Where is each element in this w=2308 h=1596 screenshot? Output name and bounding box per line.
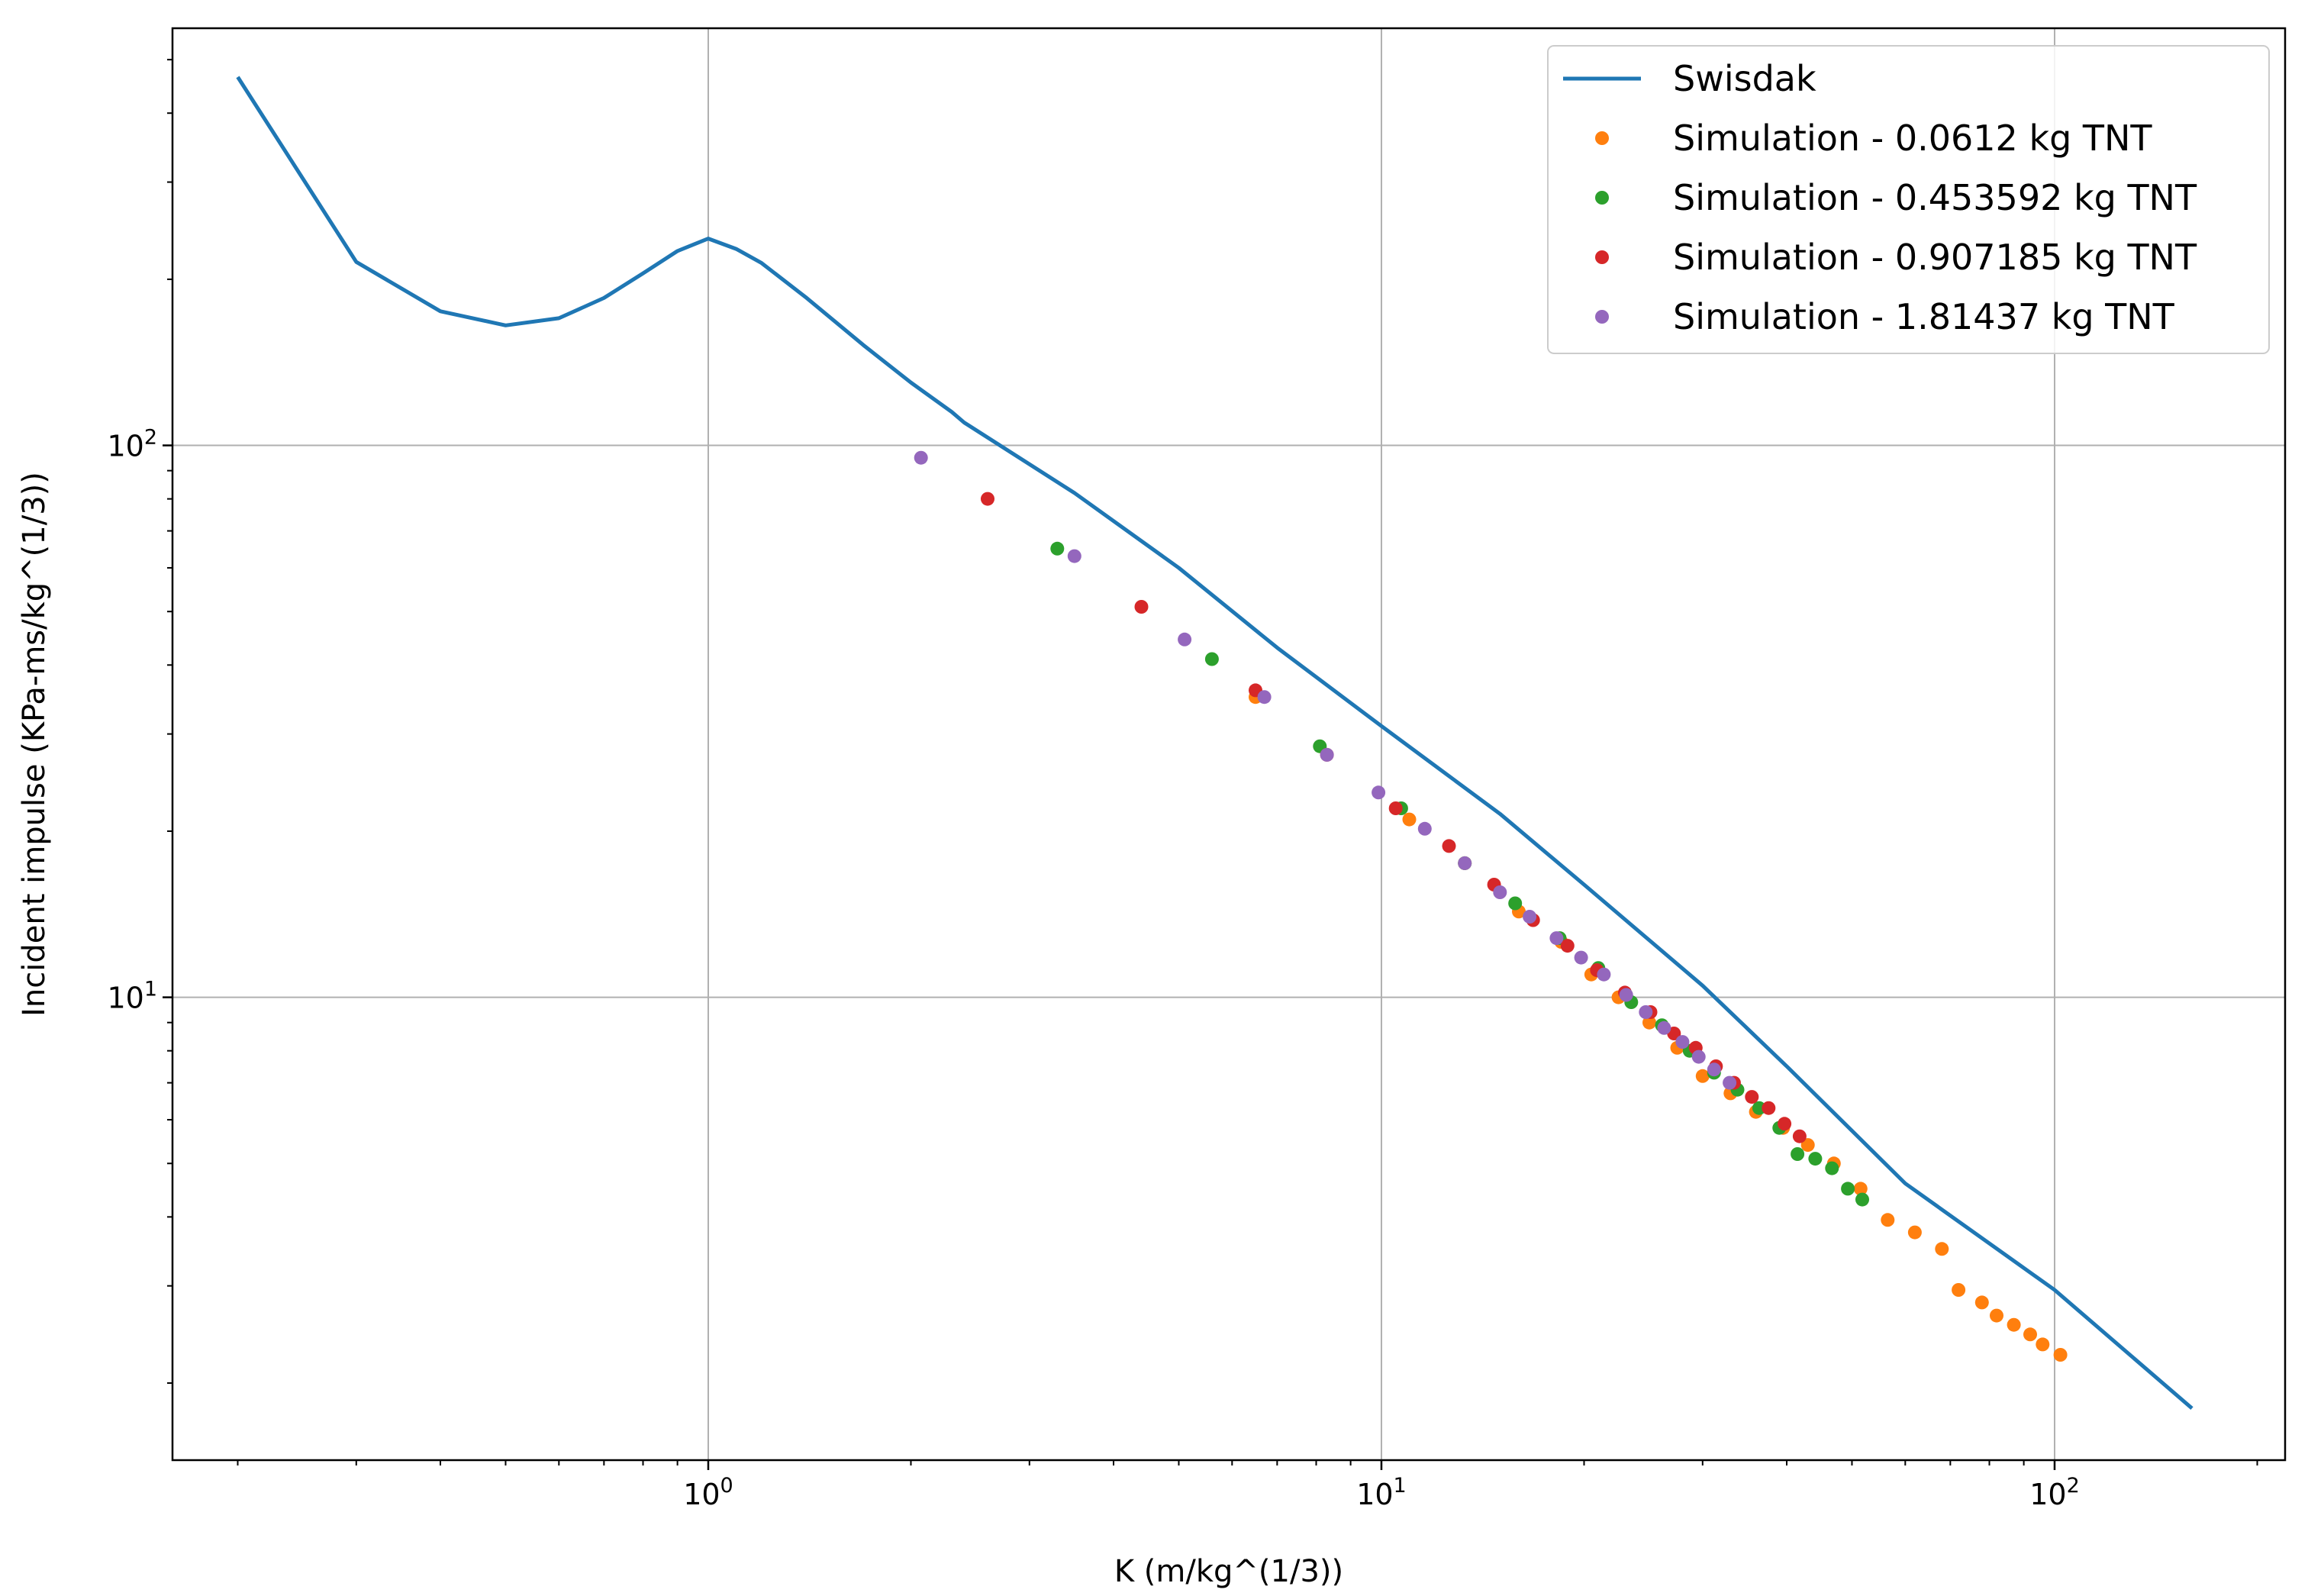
data-point-series-1 (1974, 1295, 1989, 1310)
data-point-series-1 (1952, 1283, 1966, 1297)
data-point-series-2 (1050, 541, 1065, 556)
data-point-series-1 (2053, 1348, 2068, 1362)
data-point-series-2 (1204, 652, 1219, 666)
data-point-series-2 (1855, 1192, 1869, 1207)
data-point-series-1 (1881, 1213, 1895, 1227)
data-point-series-4 (1723, 1075, 1737, 1090)
data-point-series-2 (1841, 1182, 1855, 1196)
data-point-series-2 (1752, 1101, 1766, 1115)
x-tick-label: 100 (683, 1474, 733, 1511)
legend-box (1547, 45, 2270, 354)
data-point-series-4 (1523, 910, 1537, 924)
y-tick-label: 102 (107, 426, 157, 463)
data-point-series-1 (1695, 1069, 1710, 1083)
data-point-series-4 (1639, 1005, 1653, 1019)
legend: Swisdak Simulation - 0.0612 kg TNT Simulat… (1547, 45, 2270, 354)
legend-swatch-marker (1595, 191, 1609, 205)
legend-label: Simulation - 0.453592 kg TNT (1673, 177, 2197, 218)
data-point-series-1 (2023, 1327, 2037, 1342)
x-tick-label: 101 (1356, 1474, 1407, 1511)
major-ticks (163, 444, 2056, 1470)
data-point-series-3 (1134, 600, 1149, 614)
data-point-series-1 (2007, 1317, 2021, 1332)
data-point-series-4 (1257, 690, 1272, 704)
data-point-series-4 (1320, 747, 1334, 762)
data-point-series-3 (1762, 1101, 1776, 1115)
data-point-series-3 (1778, 1117, 1792, 1131)
data-point-series-4 (1458, 856, 1472, 870)
data-point-series-1 (1642, 1015, 1656, 1030)
plot-area (236, 76, 2194, 1410)
data-point-series-1 (1402, 812, 1417, 827)
legend-label: Swisdak (1673, 58, 1816, 99)
data-point-series-1 (1907, 1225, 1922, 1240)
data-point-series-2 (1825, 1161, 1839, 1175)
legend-label: Simulation - 0.0612 kg TNT (1673, 118, 2152, 159)
legend-swatch-marker (1595, 250, 1609, 264)
series-line-swisdak (236, 76, 2194, 1410)
data-point-series-4 (1691, 1049, 1706, 1064)
data-point-series-4 (1493, 885, 1507, 899)
data-point-series-4 (1372, 785, 1386, 800)
legend-swatch-marker (1595, 310, 1609, 324)
y-axis-label: Incident impulse (KPa-ms/kg^(1/3)) (17, 472, 52, 1017)
data-point-series-1 (1853, 1182, 1868, 1196)
data-point-series-3 (1560, 939, 1575, 953)
data-point-series-1 (1990, 1308, 2003, 1323)
data-point-series-3 (981, 492, 994, 506)
y-tick-label: 101 (107, 978, 157, 1015)
data-point-series-4 (1417, 821, 1432, 836)
data-point-series-4 (914, 450, 928, 465)
x-tick-label: 102 (2029, 1474, 2080, 1511)
data-point-series-1 (1935, 1242, 1949, 1256)
axes-frame (171, 27, 2287, 1462)
data-point-series-3 (1745, 1090, 1759, 1104)
tick-labels: 100 101 102 101 102 (107, 426, 2079, 1511)
data-point-series-4 (1067, 549, 1081, 563)
data-point-series-3 (1442, 839, 1456, 853)
data-point-series-4 (1619, 988, 1633, 1002)
data-point-series-4 (1549, 931, 1564, 946)
legend-label: Simulation - 1.81437 kg TNT (1673, 296, 2175, 337)
data-point-series-4 (1597, 967, 1611, 982)
data-point-series-2 (1808, 1152, 1823, 1166)
data-point-series-4 (1178, 632, 1192, 646)
data-point-series-4 (1675, 1035, 1690, 1049)
legend-swatch-marker (1595, 131, 1609, 145)
data-point-series-1 (1800, 1138, 1815, 1153)
data-point-series-2 (1508, 896, 1523, 911)
x-axis-label: K (m/kg^(1/3)) (1114, 1554, 1343, 1589)
data-point-series-2 (1791, 1147, 1805, 1161)
data-point-series-3 (1388, 801, 1403, 815)
data-point-series-4 (1707, 1062, 1721, 1077)
data-point-series-3 (1792, 1129, 1807, 1143)
data-point-series-4 (1574, 950, 1588, 965)
data-point-series-1 (2036, 1337, 2050, 1352)
data-point-series-4 (1657, 1020, 1671, 1035)
legend-label: Simulation - 0.907185 kg TNT (1673, 237, 2197, 278)
